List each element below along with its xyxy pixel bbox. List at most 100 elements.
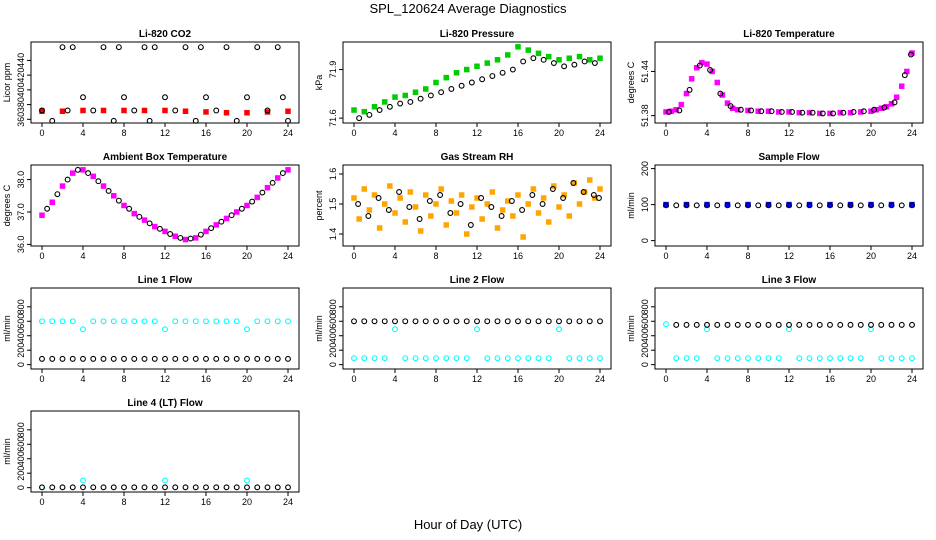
data-point	[663, 202, 669, 209]
x-tick-label: 4	[80, 374, 85, 384]
data-point	[561, 63, 568, 70]
data-point	[141, 484, 148, 491]
x-tick-label: 16	[201, 374, 211, 384]
data-point	[223, 215, 230, 222]
x-tick-label: 0	[663, 251, 668, 261]
data-point	[213, 222, 219, 228]
x-tick-label: 4	[704, 251, 709, 261]
data-point	[806, 202, 813, 209]
data-point	[351, 355, 357, 362]
data-point	[860, 108, 867, 115]
data-point	[806, 355, 813, 362]
data-point	[443, 355, 450, 362]
data-point	[121, 107, 127, 114]
data-point	[515, 44, 521, 50]
data-point	[213, 107, 220, 114]
data-point	[816, 202, 823, 209]
data-point	[426, 198, 433, 204]
data-point	[361, 186, 367, 192]
x-tick-label: 4	[704, 374, 709, 384]
data-point	[714, 202, 721, 209]
x-tick-label: 4	[80, 251, 85, 261]
x-tick-label: 12	[160, 251, 170, 261]
data-point	[115, 197, 122, 204]
x-tick-label: 0	[39, 497, 44, 507]
data-point	[167, 231, 174, 237]
data-point	[474, 318, 480, 325]
y-tick-label: 600	[640, 314, 650, 329]
data-point	[909, 202, 915, 209]
data-point	[223, 318, 230, 325]
data-point	[549, 186, 556, 192]
data-point	[458, 82, 465, 89]
data-point	[745, 107, 751, 114]
data-point	[254, 484, 261, 491]
x-tick-label: 0	[351, 374, 356, 384]
data-point	[141, 44, 148, 51]
data-point	[529, 192, 536, 198]
y-tick-label: 1.5	[328, 198, 338, 211]
data-point	[443, 74, 449, 81]
data-point	[54, 191, 61, 198]
data-point	[499, 69, 506, 76]
data-point	[49, 484, 56, 491]
y-tick-label: 0	[640, 362, 650, 367]
data-point	[131, 210, 137, 217]
data-point	[192, 117, 199, 124]
data-point	[172, 233, 178, 240]
data-point	[799, 109, 806, 116]
data-point	[172, 484, 179, 491]
data-point	[479, 216, 485, 222]
data-point	[520, 58, 527, 65]
data-point	[745, 321, 751, 328]
figure-title: SPL_120624 Average Diagnostics	[369, 1, 567, 16]
data-point	[100, 183, 107, 189]
data-point	[428, 213, 434, 219]
y-tick-label: 1.6	[328, 168, 338, 181]
y-tick-label: 100	[640, 197, 650, 212]
series-2	[666, 51, 914, 117]
data-point	[474, 63, 480, 70]
data-point	[182, 108, 189, 114]
data-point	[837, 202, 844, 209]
data-point	[776, 109, 782, 115]
data-point	[361, 355, 368, 362]
data-point	[396, 189, 403, 195]
data-point	[279, 94, 286, 101]
x-tick-label: 0	[663, 374, 668, 384]
data-point	[59, 44, 66, 51]
data-point	[381, 355, 388, 362]
series-2	[39, 44, 291, 124]
data-point	[540, 56, 547, 63]
data-point	[371, 104, 378, 110]
data-point	[908, 51, 914, 58]
data-point	[151, 318, 158, 325]
data-point	[264, 355, 271, 362]
data-point	[806, 321, 813, 328]
x-tick-label: 16	[513, 374, 523, 384]
data-point	[499, 207, 506, 213]
data-point	[233, 484, 240, 491]
y-tick-label: 36.0	[16, 236, 26, 254]
data-point	[597, 55, 603, 61]
data-point	[223, 44, 230, 51]
data-point	[546, 53, 552, 60]
data-point	[816, 355, 823, 362]
data-point	[427, 92, 434, 99]
data-point	[244, 484, 250, 491]
data-point	[693, 321, 700, 328]
panel-title: Line 3 Flow	[762, 275, 817, 286]
data-point	[233, 117, 240, 124]
data-point	[365, 213, 372, 219]
data-point	[100, 484, 107, 491]
y-tick-label: 600	[16, 437, 26, 452]
y-tick-label: 200	[328, 343, 338, 358]
data-point	[111, 193, 117, 199]
data-point	[683, 321, 690, 328]
data-point	[535, 318, 542, 325]
data-point	[254, 355, 261, 362]
panel-6: Sample Flow ml/min 0 4 8 12 16 20 24 0 100 200	[626, 152, 924, 261]
x-tick-label: 12	[472, 374, 482, 384]
y-axis-label: ml/min	[2, 438, 12, 465]
data-point	[778, 109, 785, 115]
